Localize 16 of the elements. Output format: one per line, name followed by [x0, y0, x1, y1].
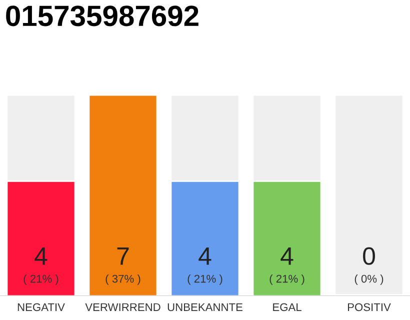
annotation: ( 37% ): [106, 274, 140, 285]
x-tick-label: POSITIV: [348, 303, 391, 312]
data-label: 7: [117, 247, 129, 265]
data-label: 0: [363, 247, 375, 265]
x-tick-label: VERWIRREND: [85, 303, 160, 311]
annotation: ( 0% ): [354, 274, 384, 285]
x-tick-label: UNBEKANNTE: [168, 303, 242, 312]
annotation: ( 21% ): [188, 274, 222, 285]
data-label: 4: [34, 247, 48, 265]
annotation: ( 21% ): [24, 274, 58, 285]
annotation: ( 21% ): [270, 274, 304, 285]
chart-title: 015735987692: [6, 6, 198, 26]
x-tick-label: EGAL: [273, 303, 302, 312]
x-tick-label: NEGATIV: [18, 303, 65, 312]
data-label: 4: [198, 247, 212, 265]
data-label: 4: [280, 247, 294, 265]
